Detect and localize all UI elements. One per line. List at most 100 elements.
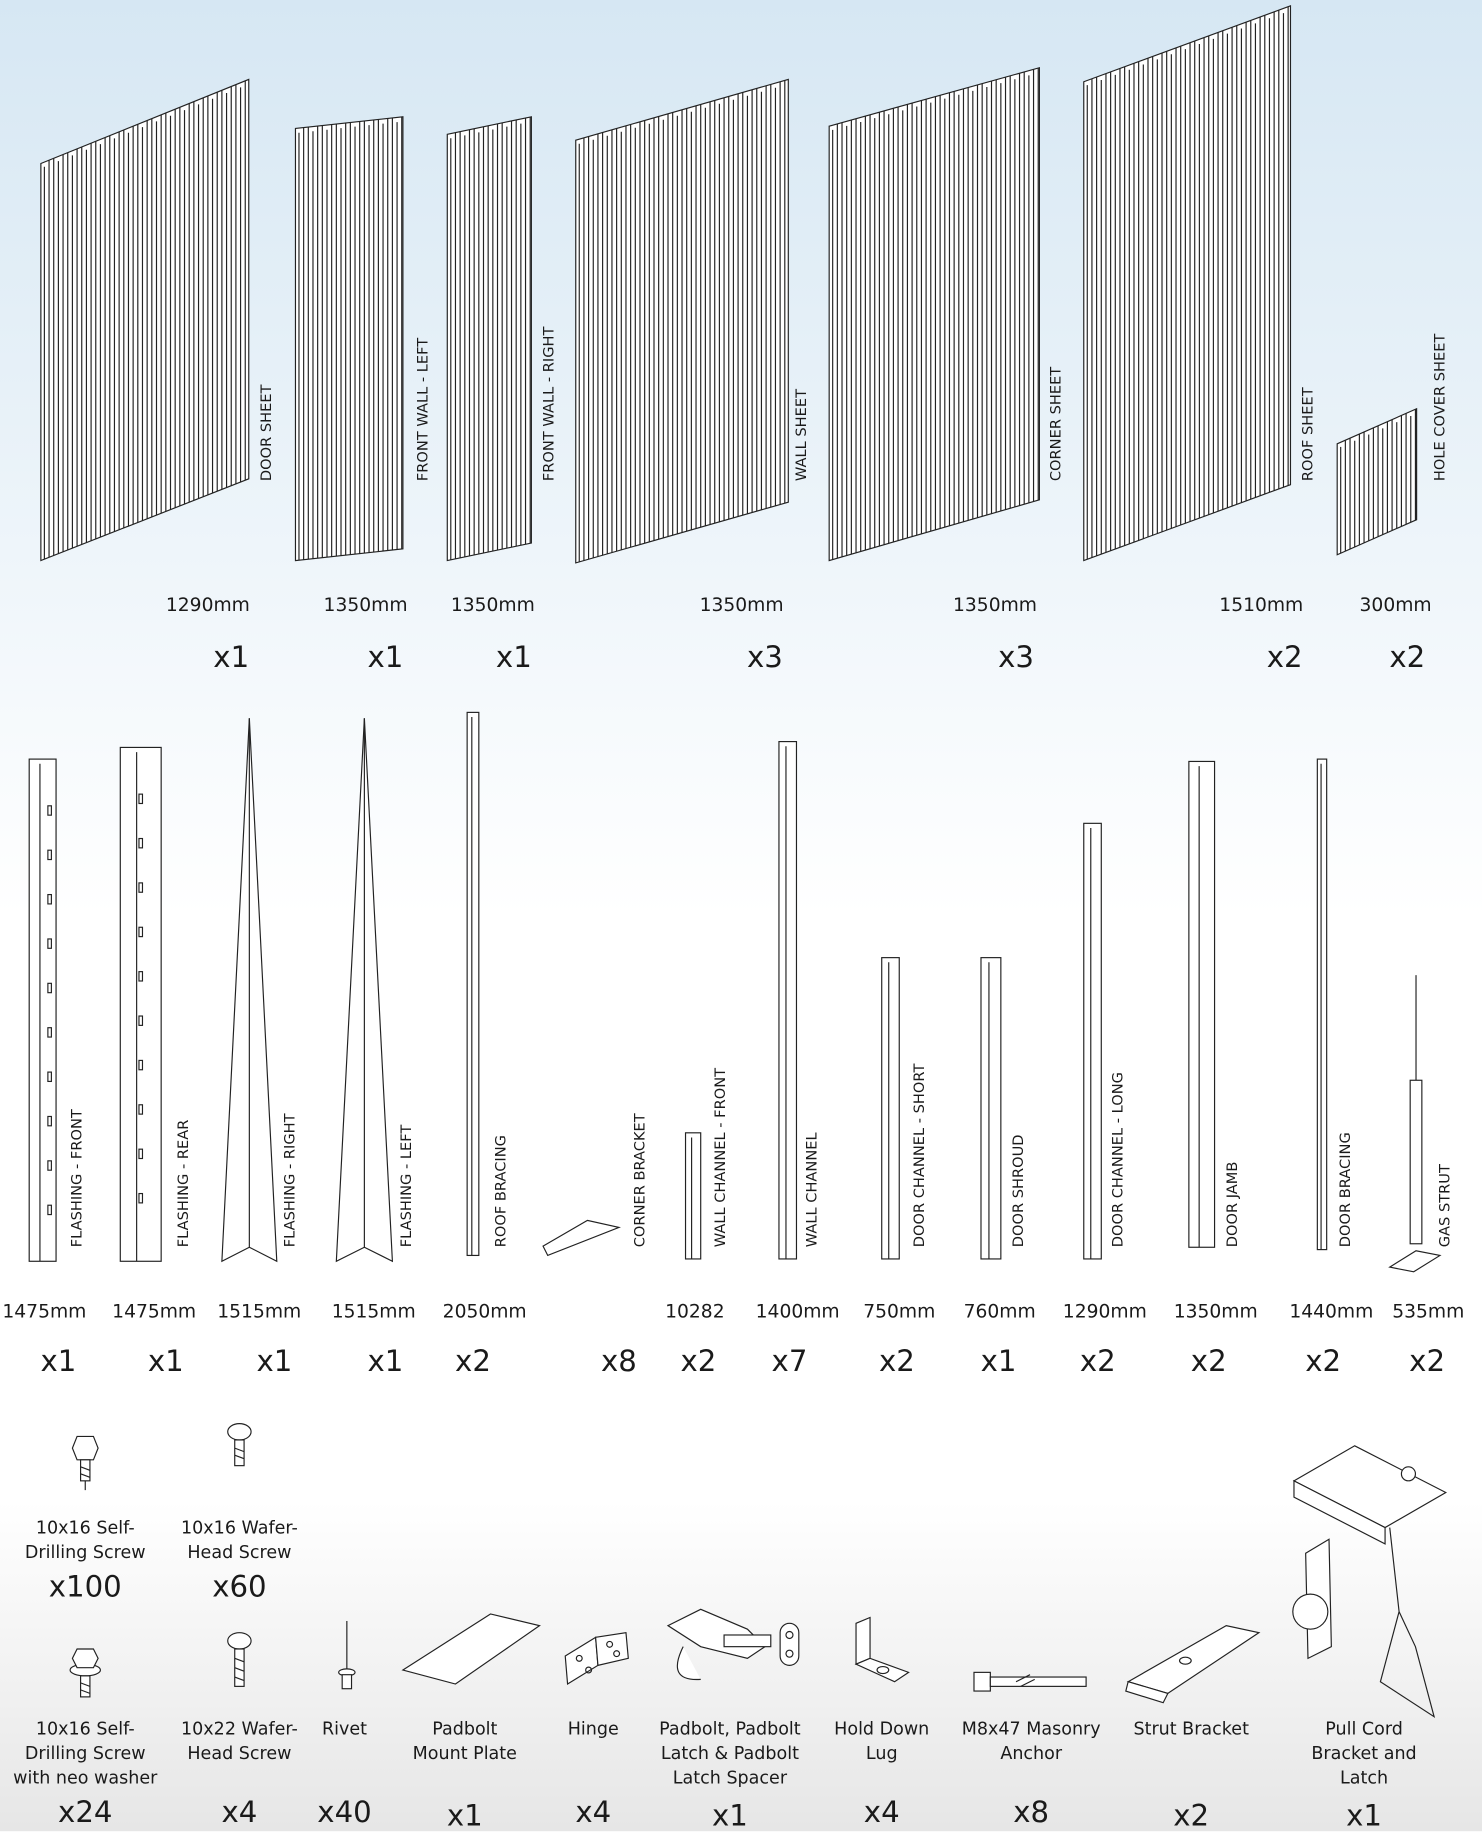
channel-qty: x2 (1409, 1344, 1446, 1379)
channel (684, 1132, 702, 1260)
slot (138, 1104, 144, 1115)
channel (119, 746, 162, 1262)
hardware-qty: x2 (1173, 1798, 1210, 1832)
channel (28, 758, 57, 1262)
hardware-label: 10x16 Self-Drilling Screw with neo washe… (13, 1717, 158, 1788)
hardware-qty: x1 (446, 1798, 483, 1832)
sheet-length: 1290mm (165, 593, 250, 616)
slot (47, 1160, 52, 1171)
channel (881, 957, 900, 1260)
channel-length: 2050mm (442, 1299, 527, 1323)
strut-body (1409, 1079, 1423, 1245)
channel-label: DOOR JAMB (1222, 1161, 1241, 1248)
channel-qty: x2 (1190, 1344, 1227, 1379)
slot (47, 938, 52, 949)
channel-length: 750mm (863, 1299, 936, 1323)
self-drilling-screw-icon (71, 1435, 99, 1491)
channel-length: 1475mm (112, 1299, 197, 1323)
sheet-qty: x3 (747, 639, 783, 674)
channel-length: 1515mm (331, 1299, 416, 1323)
sheet-label: WALL SHEET (791, 389, 810, 482)
channel-label: DOOR SHROUD (1009, 1134, 1027, 1248)
rivet-icon (338, 1620, 356, 1690)
channel-length: 1400mm (755, 1299, 840, 1323)
hardware-label: Padbolt, Padbolt Latch & Padbolt Latch S… (659, 1717, 801, 1788)
slot (138, 926, 144, 938)
sheet-qty: x2 (1266, 639, 1303, 674)
channel-length: 1440mm (1289, 1299, 1374, 1323)
sheet-label: HOLE COVER SHEET (1430, 333, 1449, 482)
channel (1316, 758, 1328, 1251)
slot (138, 971, 144, 982)
slot (47, 805, 52, 816)
hardware-label: 10x16 Wafer-Head Screw (181, 1517, 298, 1563)
channel-label: WALL CHANNEL - FRONT (711, 1067, 729, 1248)
channel-label: ROOF BRACING (491, 1135, 510, 1248)
slot (138, 837, 144, 849)
channel-label: WALL CHANNEL (802, 1132, 820, 1248)
hardware-qty: x4 (863, 1794, 900, 1829)
hardware-label: Strut Bracket (1133, 1717, 1249, 1739)
channel (980, 957, 1002, 1260)
sheet (294, 116, 404, 562)
hardware-qty: x8 (1013, 1794, 1050, 1829)
channel-qty: x7 (771, 1344, 808, 1379)
channel-qty: x2 (680, 1344, 717, 1379)
hardware-label: 10x16 Self-Drilling Screw (24, 1517, 146, 1563)
channel-length: 1290mm (1062, 1299, 1147, 1323)
slot (47, 1115, 52, 1127)
sheet-label: CORNER SHEET (1046, 366, 1064, 482)
slot (138, 1015, 144, 1026)
channel-qty: x2 (455, 1344, 491, 1379)
channel-length: 760mm (963, 1299, 1036, 1323)
slot (138, 882, 144, 893)
sheet-label: FRONT WALL - LEFT (413, 337, 431, 482)
pull-cord-icon (1292, 1445, 1448, 1719)
wafer-head-screw-22-icon (227, 1632, 252, 1687)
channel-length: 1515mm (217, 1299, 302, 1323)
channel-qty: x1 (980, 1344, 1017, 1379)
channel-qty: x1 (256, 1344, 293, 1379)
hardware-label: Pull Cord Bracket and Latch (1311, 1717, 1417, 1788)
channel-qty: x2 (1079, 1344, 1116, 1379)
channel-qty: x2 (1305, 1344, 1342, 1379)
hardware-qty: x40 (317, 1794, 372, 1829)
channel (778, 741, 798, 1260)
hardware-qty: x60 (212, 1569, 267, 1604)
sheet (1336, 407, 1418, 556)
slot (138, 1192, 144, 1204)
sheet-label: FRONT WALL - RIGHT (539, 326, 558, 482)
channel-length: 535mm (1392, 1299, 1465, 1323)
channel-qty: x8 (601, 1344, 637, 1379)
channel (1083, 822, 1102, 1260)
sheet-length: 1350mm (323, 593, 408, 616)
hardware-label: 10x22 Wafer-Head Screw (181, 1717, 298, 1764)
channel-label: FLASHING - RIGHT (280, 1113, 298, 1248)
channel-label: FLASHING - REAR (174, 1119, 192, 1248)
sheet-length: 1350mm (953, 593, 1037, 616)
slot (47, 1027, 52, 1038)
hardware-qty: x4 (575, 1794, 612, 1829)
neo-washer-screw-icon (69, 1648, 102, 1698)
sheet (1083, 5, 1292, 562)
channel-label: DOOR CHANNEL - LONG (1108, 1072, 1126, 1248)
sheet-length: 1510mm (1219, 593, 1304, 616)
hardware-qty: x1 (711, 1798, 748, 1832)
hardware-label: Padbolt Mount Plate (412, 1717, 517, 1764)
sheet-qty: x3 (998, 639, 1034, 674)
sheet-length: 1350mm (699, 593, 784, 616)
hardware-label: M8x47 Masonry Anchor (961, 1717, 1101, 1764)
masonry-anchor-icon (973, 1671, 1087, 1692)
sheet-label: DOOR SHEET (256, 384, 275, 482)
hardware-qty: x1 (1346, 1798, 1382, 1832)
channel (1188, 760, 1216, 1248)
hardware-qty: x4 (221, 1794, 258, 1829)
hinge-icon (564, 1631, 629, 1686)
sheet-qty: x2 (1389, 639, 1426, 674)
slot (138, 1059, 144, 1071)
channel-qty: x1 (147, 1344, 184, 1379)
slot (47, 982, 52, 994)
